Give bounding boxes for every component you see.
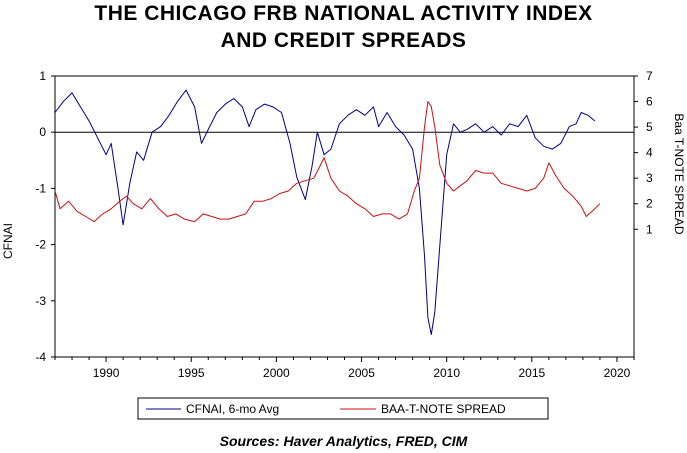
right-tick-label: 4 [646,146,653,160]
x-tick-label: 2015 [518,366,545,380]
right-tick-label: 3 [646,171,653,185]
series-group [54,89,601,335]
x-tick-label: 1990 [93,366,120,380]
left-tick-label: 0 [39,125,46,139]
left-tick-label: -3 [35,294,46,308]
legend: CFNAI, 6-mo Avg BAA-T-NOTE SPREAD [137,397,549,420]
x-tick-label: 2000 [263,366,290,380]
left-tick-label: 1 [39,69,46,83]
x-tick-label: 2005 [348,366,375,380]
cfnai-series-line [54,89,596,335]
chart-title-line1: THE CHICAGO FRB NATIONAL ACTIVITY INDEX [94,2,593,25]
legend-label-spread: BAA-T-NOTE SPREAD [381,402,506,416]
left-tick-label: -1 [35,181,46,195]
right-tick-label: 7 [646,69,653,83]
left-tick-label: -4 [35,350,46,364]
right-tick-label: 2 [646,197,653,211]
right-axis-label: Baa T-NOTE SPREAD [672,113,686,234]
spread-series-line [54,101,601,223]
x-tick-label: 2010 [433,366,460,380]
left-axis-label: CFNAI [1,223,15,259]
axis-ticks: 1990 1995 2000 2005 2010 2015 2020 -4 -3 -2 -1 0 1 1 2… [35,69,653,380]
left-tick-label: -2 [35,238,46,252]
source-note: Sources: Haver Analytics, FRED, CIM [219,433,468,449]
legend-label-cfnai: CFNAI, 6-mo Avg [186,402,279,416]
x-tick-label: 2020 [604,366,631,380]
right-tick-label: 5 [646,120,653,134]
right-tick-label: 6 [646,95,653,109]
chart-title-line2: AND CREDIT SPREADS [220,29,467,52]
right-tick-label: 1 [646,222,653,236]
x-tick-label: 1995 [178,366,205,380]
